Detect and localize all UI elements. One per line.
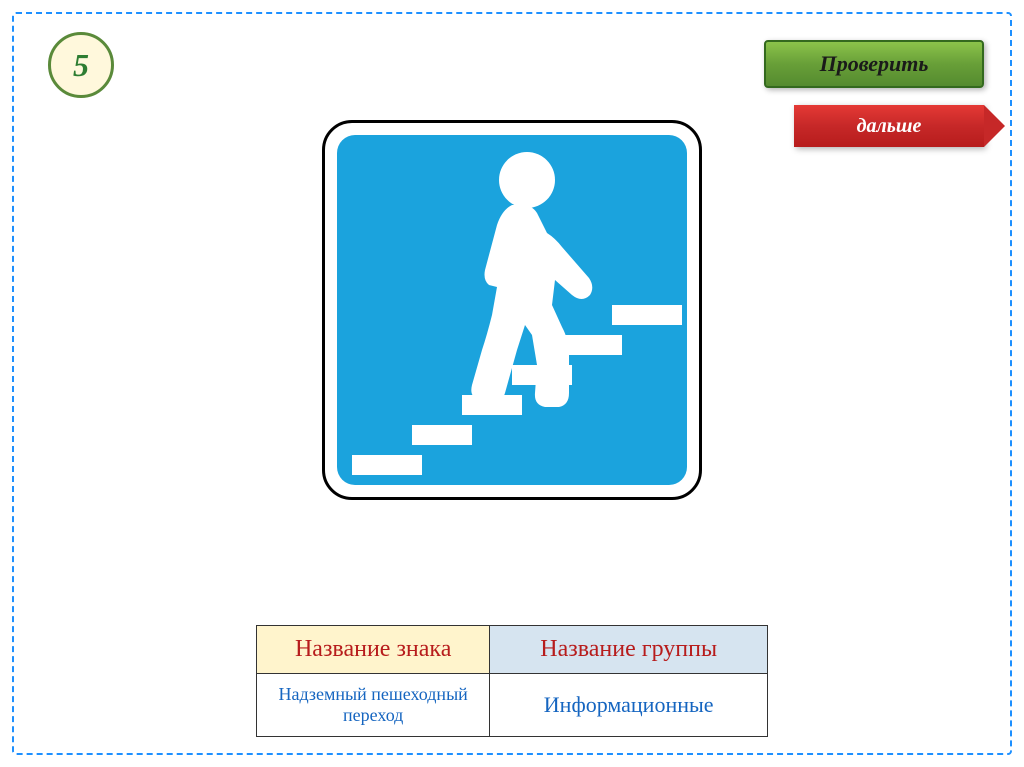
sign-name-value: Надземный пешеходный переход <box>257 674 490 737</box>
sign-background <box>337 135 687 485</box>
next-button-label: дальше <box>857 115 922 138</box>
slide-number-badge: 5 <box>48 32 114 98</box>
table-header-row: Название знака Название группы <box>257 626 768 674</box>
sign-group-value: Информационные <box>490 674 768 737</box>
sign-name-header: Название знака <box>257 626 490 674</box>
next-button[interactable]: дальше <box>794 105 984 147</box>
pedestrian-stairs-icon <box>337 135 687 485</box>
sign-outer <box>322 120 702 500</box>
check-button-label: Проверить <box>820 51 929 77</box>
sign-group-header: Название группы <box>490 626 768 674</box>
road-sign <box>322 120 702 500</box>
slide-number: 5 <box>73 47 89 84</box>
check-button[interactable]: Проверить <box>764 40 984 88</box>
answer-table: Название знака Название группы Надземный… <box>256 625 768 737</box>
table-value-row: Надземный пешеходный переход Информацион… <box>257 674 768 737</box>
